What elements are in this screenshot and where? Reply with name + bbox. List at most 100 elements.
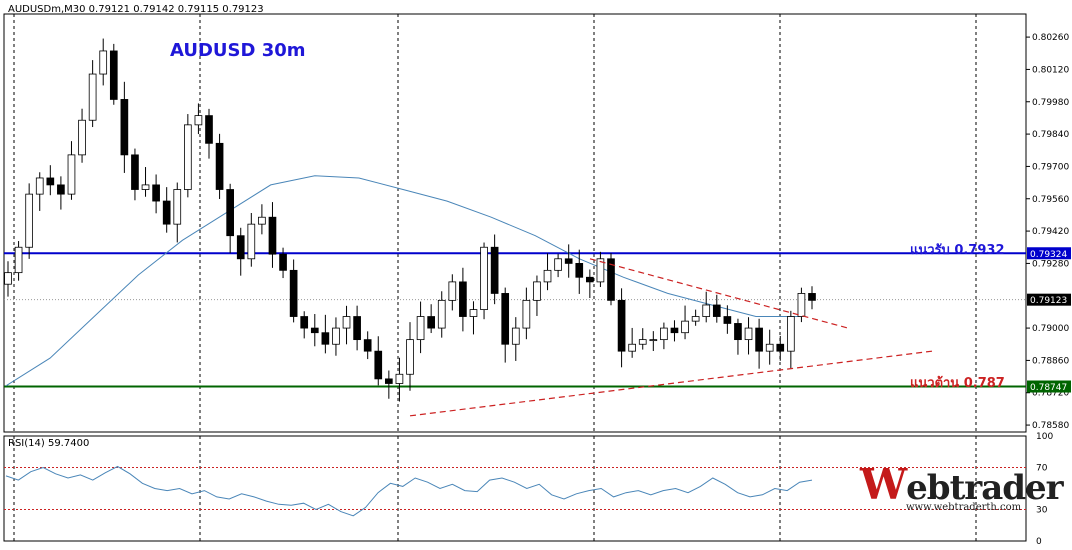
logo-wordmark: Webtrader <box>860 460 1064 509</box>
price-tick-label: 0.79700 <box>1032 162 1069 172</box>
candle-body <box>321 332 330 345</box>
resistance-price-tag-bg <box>1027 247 1071 260</box>
candle-body <box>617 299 626 352</box>
candle-body <box>702 304 711 317</box>
candle-body <box>787 316 795 352</box>
price-tick-label: 0.79980 <box>1032 98 1069 108</box>
candle-body <box>289 269 298 317</box>
resistance-price-tag: 0.79324 <box>1030 250 1067 260</box>
main-pane-border <box>3 13 1027 433</box>
candle-body <box>67 154 76 195</box>
candle-body <box>691 316 700 322</box>
candle-body <box>511 327 520 345</box>
price-tick-label: 0.78720 <box>1032 389 1069 399</box>
rsi-line <box>5 465 813 517</box>
candle-body <box>628 343 636 352</box>
candle-body <box>564 258 573 264</box>
candle-body <box>543 269 552 283</box>
candle-body <box>300 316 309 329</box>
candle-body <box>395 373 404 384</box>
support-label: แนวต้าน 0.787 <box>910 376 1005 391</box>
candle-body <box>670 327 679 334</box>
price-tick-label: 0.80120 <box>1032 65 1069 75</box>
price-tick-label: 0.78860 <box>1032 356 1069 366</box>
rsi-scale-label: 0 <box>1036 537 1042 547</box>
candle-body <box>353 316 361 341</box>
moving-average-line <box>5 175 800 387</box>
candle-body <box>808 293 816 301</box>
candle-body <box>734 323 742 341</box>
candle-body <box>416 316 425 341</box>
candle-body <box>575 263 584 278</box>
price-tick-label: 0.79840 <box>1032 130 1069 140</box>
candle-body <box>4 272 12 285</box>
candle-body <box>247 223 256 260</box>
candle-body <box>342 316 351 329</box>
candle-body <box>490 246 499 294</box>
price-tick-label: 0.79280 <box>1032 259 1069 269</box>
chart-title: AUDUSD 30m <box>170 40 306 61</box>
candle-body <box>152 184 160 202</box>
rsi-scale-label: 30 <box>1036 506 1048 516</box>
candle-body <box>88 73 97 121</box>
price-tick-label: 0.79560 <box>1032 195 1069 205</box>
current-price-tag-bg <box>1027 293 1071 306</box>
candle-body <box>46 177 55 186</box>
rsi-label: RSI(14) 59.7400 <box>8 438 90 449</box>
candle-body <box>723 316 732 324</box>
candle-body <box>501 293 510 345</box>
candle-body <box>469 309 478 317</box>
candle-body <box>448 281 457 301</box>
price-tick-label: 0.80260 <box>1032 33 1069 43</box>
candle-body <box>596 258 605 283</box>
candle-body <box>184 124 192 190</box>
candle-body <box>374 350 383 380</box>
candle-body <box>258 216 266 225</box>
candle-body <box>427 316 435 329</box>
candle-body <box>162 200 171 225</box>
candle-body <box>437 299 446 329</box>
current-price-tag: 0.79123 <box>1030 296 1067 306</box>
candle-body <box>765 343 774 352</box>
candle-body <box>99 50 108 75</box>
support-price-tag-bg <box>1027 380 1071 393</box>
upper-trendline[interactable] <box>589 258 849 329</box>
candle-body <box>194 115 203 126</box>
candle-body <box>205 115 213 144</box>
candle-body <box>226 189 234 237</box>
candle-body <box>554 258 562 271</box>
candle-body <box>660 327 668 341</box>
candle-body <box>109 50 118 100</box>
logo-url: www.webtraderth.com <box>906 502 1022 513</box>
candle-body <box>57 184 65 195</box>
support-price-tag: 0.78747 <box>1030 383 1067 393</box>
candle-body <box>776 343 785 352</box>
candle-body <box>120 99 129 156</box>
price-tick-label: 0.78580 <box>1032 421 1069 431</box>
price-tick-label: 0.79420 <box>1032 227 1069 237</box>
candle-body <box>744 327 753 341</box>
candle-body <box>141 184 150 190</box>
candle-body <box>480 246 488 311</box>
candle-body <box>14 246 23 274</box>
rsi-scale-label: 100 <box>1036 432 1053 442</box>
rsi-scale-label: 70 <box>1036 464 1048 474</box>
resistance-label: แนวรับ 0.7932 <box>910 243 1005 258</box>
candle-body <box>35 177 44 195</box>
candle-body <box>681 320 689 334</box>
candle-body <box>268 216 277 255</box>
candle-body <box>755 327 763 352</box>
candle-body <box>712 304 721 317</box>
candle-body <box>78 119 86 156</box>
candle-body <box>215 142 224 190</box>
candle-body <box>522 299 531 329</box>
candle-body <box>797 293 806 317</box>
lower-trendline[interactable] <box>409 350 933 417</box>
candle-body <box>310 327 319 334</box>
candle-body <box>385 378 393 384</box>
candle-body <box>173 189 182 225</box>
candle-body <box>586 276 594 283</box>
price-tick-label: 0.79000 <box>1032 324 1069 334</box>
